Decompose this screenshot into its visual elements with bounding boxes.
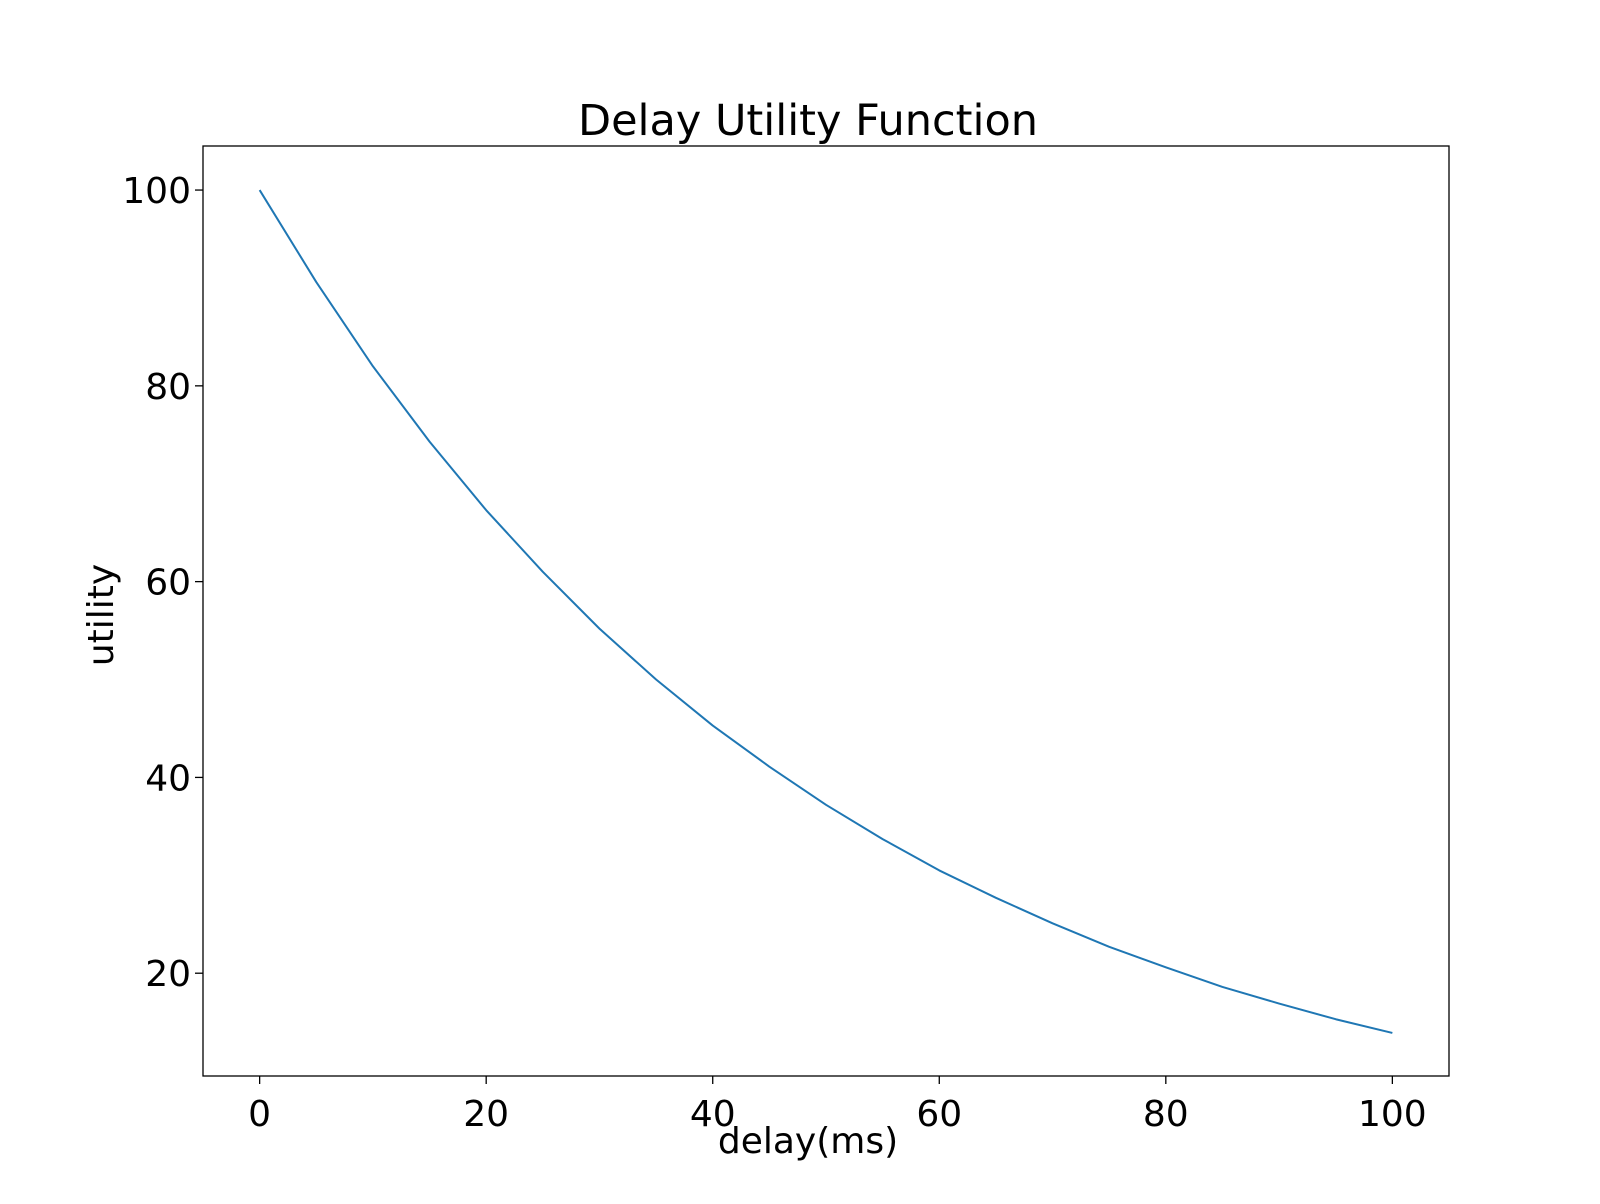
y-axis-label: utility xyxy=(81,564,122,666)
plot-frame xyxy=(202,145,1450,1077)
x-axis-label: delay(ms) xyxy=(718,1121,898,1162)
x-tick-label: 60 xyxy=(916,1094,962,1135)
series-line-0 xyxy=(258,189,1393,1034)
y-tick-label: 60 xyxy=(145,563,191,604)
y-tick-label: 20 xyxy=(145,954,191,995)
y-tick-label: 80 xyxy=(145,367,191,408)
x-tick-label: 80 xyxy=(1143,1094,1189,1135)
y-tick-label: 40 xyxy=(145,758,191,799)
x-tick-label: 40 xyxy=(690,1094,736,1135)
x-tick-label: 100 xyxy=(1358,1094,1427,1135)
y-tick-label: 100 xyxy=(122,171,191,212)
x-tick-label: 0 xyxy=(248,1094,271,1135)
x-tick-label: 20 xyxy=(463,1094,509,1135)
plot-area: 0 20 40 60 80 100 20 40 60 80 100 xyxy=(122,145,1450,1135)
chart-title: Delay Utility Function xyxy=(578,96,1038,146)
